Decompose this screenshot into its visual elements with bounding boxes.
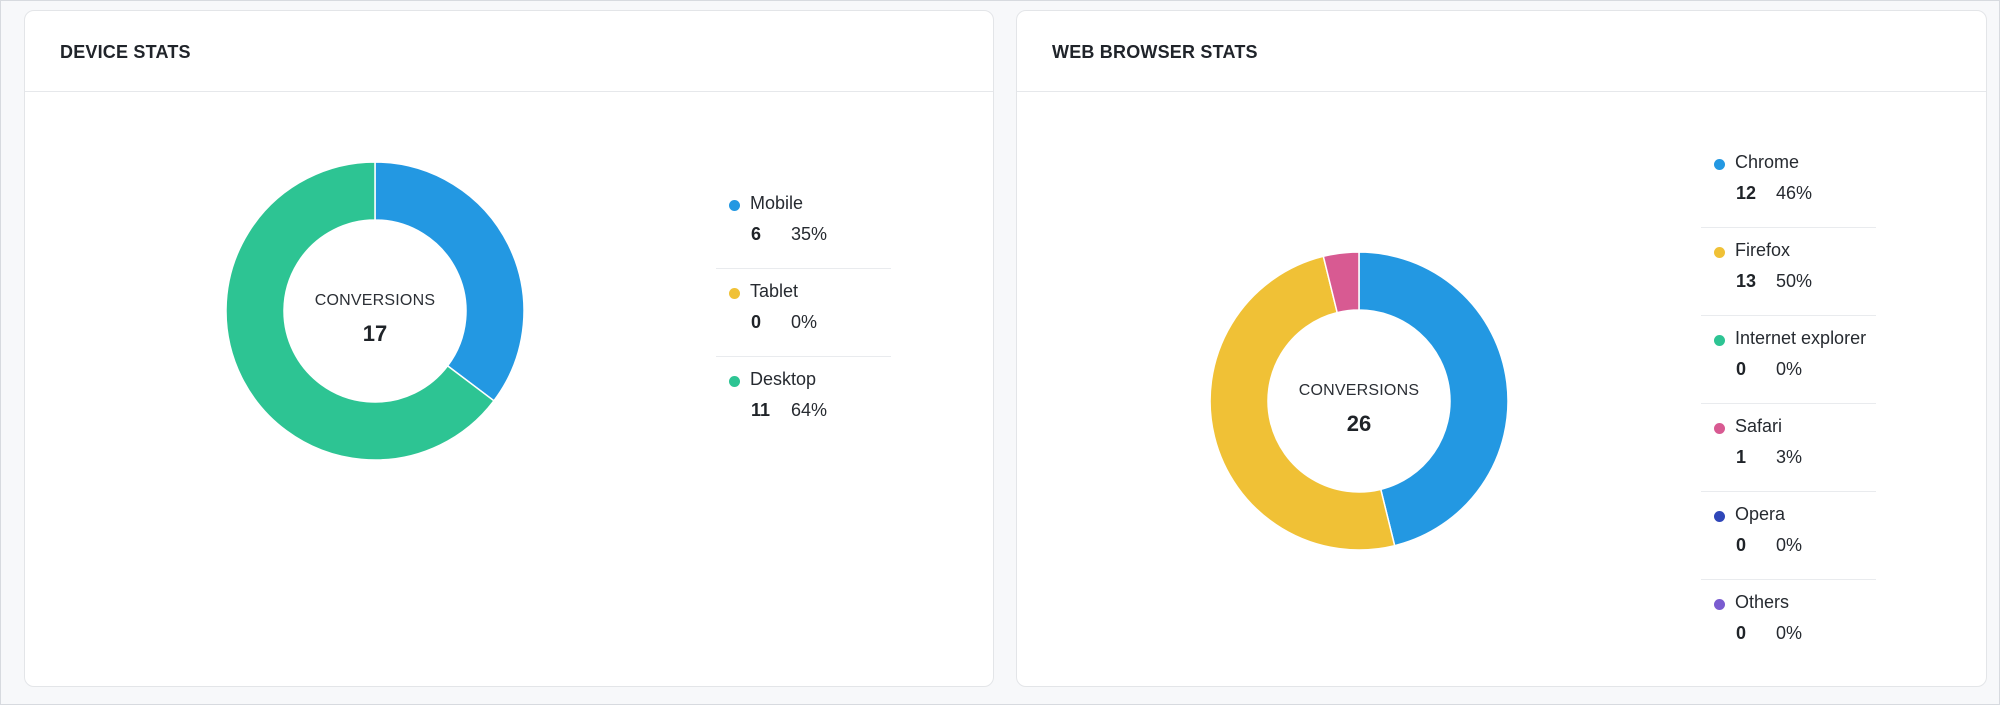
slice-mobile[interactable] xyxy=(374,161,525,402)
legend-count: 13 xyxy=(1736,271,1757,291)
legend-count: 1 xyxy=(1736,447,1747,467)
slice-desktop[interactable] xyxy=(225,161,495,461)
legend-count: 12 xyxy=(1736,183,1757,203)
legend-dot-icon xyxy=(729,376,740,387)
center-label: CONVERSIONS xyxy=(315,292,435,309)
legend-name: Tablet xyxy=(750,281,799,301)
legend-dot-icon xyxy=(729,288,740,299)
legend-percent: 3% xyxy=(1776,447,1803,467)
legend-percent: 50% xyxy=(1776,271,1813,291)
center-value: 26 xyxy=(1347,411,1371,436)
legend-item-others[interactable]: Others 0 0% xyxy=(1701,580,1876,668)
legend-name: Safari xyxy=(1735,416,1783,436)
card-title: WEB BROWSER STATS xyxy=(1052,42,1258,62)
center-label: CONVERSIONS xyxy=(1299,382,1419,399)
legend-item-safari[interactable]: Safari 1 3% xyxy=(1701,404,1876,492)
legend-dot-icon xyxy=(1714,335,1725,346)
legend-name: Mobile xyxy=(750,193,804,213)
legend-item-mobile[interactable]: Mobile 6 35% xyxy=(716,181,891,269)
slice-chrome[interactable] xyxy=(1358,251,1509,547)
device-slices xyxy=(225,161,525,461)
legend-count: 6 xyxy=(751,224,762,244)
legend-name: Desktop xyxy=(750,369,817,389)
legend-percent: 35% xyxy=(791,224,828,244)
card-title: DEVICE STATS xyxy=(60,42,191,62)
legend-percent: 0% xyxy=(1776,535,1803,555)
browser-slices xyxy=(1209,251,1509,551)
legend-item-chrome[interactable]: Chrome 12 46% xyxy=(1701,140,1876,228)
card-header: DEVICE STATS xyxy=(25,11,993,92)
legend-name: Internet explorer xyxy=(1735,328,1867,348)
legend-count: 11 xyxy=(751,400,771,420)
device-stats-card: DEVICE STATS CONVERSIONS 17 Mobile 6 35%… xyxy=(24,10,994,687)
browser-legend: Chrome 12 46% Firefox 13 50% Internet ex… xyxy=(1701,140,1876,668)
legend-percent: 46% xyxy=(1776,183,1813,203)
slice-safari[interactable] xyxy=(1322,251,1360,314)
legend-item-internet-explorer[interactable]: Internet explorer 0 0% xyxy=(1701,316,1876,404)
legend-item-tablet[interactable]: Tablet 0 0% xyxy=(716,269,891,357)
legend-name: Chrome xyxy=(1735,152,1800,172)
legend-count: 0 xyxy=(1736,535,1747,555)
legend-item-opera[interactable]: Opera 0 0% xyxy=(1701,492,1876,580)
browser-stats-card: WEB BROWSER STATS CONVERSIONS 26 Chrome … xyxy=(1016,10,1987,687)
legend-dot-icon xyxy=(1714,511,1725,522)
legend-name: Firefox xyxy=(1735,240,1791,260)
browser-donut-chart: CONVERSIONS 26 xyxy=(1209,251,1509,551)
legend-item-firefox[interactable]: Firefox 13 50% xyxy=(1701,228,1876,316)
legend-item-desktop[interactable]: Desktop 11 64% xyxy=(716,357,891,445)
legend-count: 0 xyxy=(1736,359,1747,379)
legend-count: 0 xyxy=(1736,623,1747,643)
legend-dot-icon xyxy=(1714,599,1725,610)
legend-dot-icon xyxy=(1714,423,1725,434)
legend-dot-icon xyxy=(729,200,740,211)
legend-dot-icon xyxy=(1714,159,1725,170)
card-header: WEB BROWSER STATS xyxy=(1017,11,1986,92)
legend-dot-icon xyxy=(1714,247,1725,258)
center-value: 17 xyxy=(363,321,387,346)
legend-percent: 64% xyxy=(791,400,828,420)
legend-percent: 0% xyxy=(791,312,818,332)
legend-percent: 0% xyxy=(1776,359,1803,379)
device-donut-chart: CONVERSIONS 17 xyxy=(225,161,525,461)
slice-firefox[interactable] xyxy=(1209,255,1396,551)
legend-percent: 0% xyxy=(1776,623,1803,643)
device-legend: Mobile 6 35% Tablet 0 0% Desktop 11 64% xyxy=(716,181,891,445)
legend-name: Others xyxy=(1735,592,1790,612)
legend-count: 0 xyxy=(751,312,762,332)
legend-name: Opera xyxy=(1735,504,1786,524)
